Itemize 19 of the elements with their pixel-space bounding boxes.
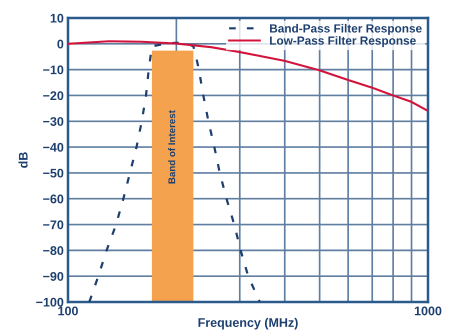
- y-tick-label: −30: [43, 117, 64, 126]
- band-label: Band of Interest: [168, 110, 176, 184]
- y-tick-label: −50: [43, 168, 64, 178]
- legend-label: Band-Pass Filter Response: [270, 24, 422, 35]
- y-tick-label: −80: [43, 246, 64, 256]
- y-tick-label: 10: [50, 14, 64, 23]
- y-tick-label: 0: [57, 40, 64, 48]
- legend-label: Low-Pass Filter Response: [270, 36, 416, 48]
- x-tick-label: 100: [58, 306, 78, 316]
- x-axis-title: Frequency (MHz): [198, 318, 298, 330]
- y-tick-label: −40: [43, 142, 64, 152]
- y-axis-title: dB: [18, 152, 28, 168]
- y-tick-label: −10: [43, 65, 64, 74]
- y-tick-label: −100: [36, 298, 64, 307]
- x-tick-label: 1000: [414, 306, 442, 316]
- y-tick-label: −60: [43, 194, 64, 204]
- y-tick-label: −70: [43, 220, 64, 230]
- y-tick-label: −90: [43, 272, 64, 281]
- y-tick-label: −20: [43, 91, 64, 100]
